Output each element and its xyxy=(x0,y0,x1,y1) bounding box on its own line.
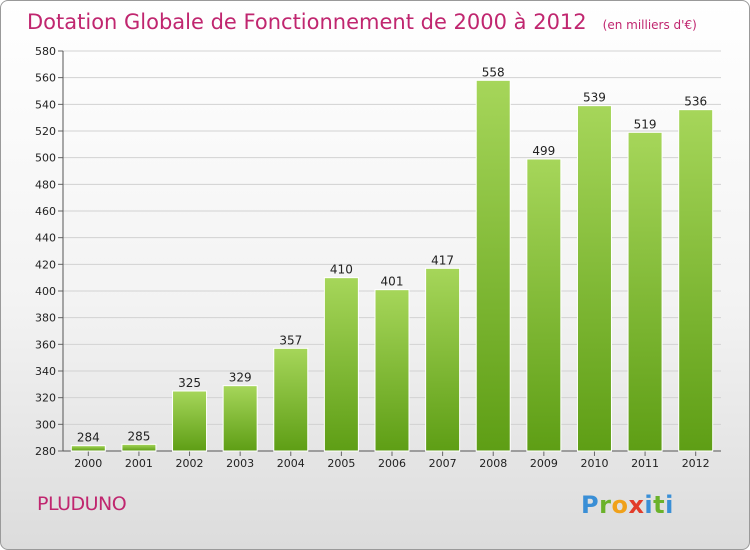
y-tick-label: 360 xyxy=(35,338,56,351)
data-label: 519 xyxy=(634,117,657,131)
chart-title-text: Dotation Globale de Fonctionnement de 20… xyxy=(27,10,587,34)
x-tick-label: 2009 xyxy=(530,457,558,470)
x-tick-label: 2011 xyxy=(631,457,659,470)
data-label: 558 xyxy=(482,65,505,79)
x-tick-label: 2005 xyxy=(327,457,355,470)
data-label: 357 xyxy=(279,333,302,347)
bar xyxy=(425,267,461,452)
y-tick-label: 380 xyxy=(35,312,56,325)
x-tick-label: 2000 xyxy=(74,457,102,470)
bars xyxy=(70,79,714,452)
x-tick-label: 2001 xyxy=(125,457,153,470)
bar xyxy=(475,79,511,452)
y-tick-label: 560 xyxy=(35,72,56,85)
y-tick-label: 460 xyxy=(35,205,56,218)
data-label: 285 xyxy=(127,429,150,443)
bar xyxy=(526,158,562,452)
labels: 280 300 320 340 360 380 400 420 440 460 480 500 520 5… xyxy=(35,45,710,470)
data-label: 539 xyxy=(583,91,606,105)
x-tick-label: 2008 xyxy=(479,457,507,470)
bar xyxy=(627,131,663,452)
x-tick-label: 2010 xyxy=(580,457,608,470)
bar xyxy=(222,385,258,452)
y-tick-label: 440 xyxy=(35,232,56,245)
x-tick-label: 2002 xyxy=(176,457,204,470)
chart-unit: (en milliers d'€) xyxy=(602,18,697,32)
proxiti-logo: Proxiti xyxy=(581,491,674,519)
y-tick-label: 280 xyxy=(35,445,56,458)
y-tick-label: 480 xyxy=(35,178,56,191)
x-tick-label: 2003 xyxy=(226,457,254,470)
bar xyxy=(172,390,208,452)
y-tick-label: 340 xyxy=(35,365,56,378)
data-label: 499 xyxy=(532,144,555,158)
bar xyxy=(576,105,612,452)
bar xyxy=(121,443,157,452)
y-tick-label: 420 xyxy=(35,258,56,271)
x-tick-label: 2006 xyxy=(378,457,406,470)
data-label: 401 xyxy=(381,275,404,289)
y-tick-label: 400 xyxy=(35,285,56,298)
bar xyxy=(374,289,410,452)
bar xyxy=(70,445,106,452)
bar xyxy=(323,277,359,452)
bar xyxy=(273,347,309,452)
x-tick-label: 2007 xyxy=(429,457,457,470)
data-label: 329 xyxy=(229,371,252,385)
data-label: 325 xyxy=(178,376,201,390)
y-tick-label: 540 xyxy=(35,98,56,111)
chart-title: Dotation Globale de Fonctionnement de 20… xyxy=(27,5,697,39)
y-tick-label: 320 xyxy=(35,392,56,405)
y-tick-label: 300 xyxy=(35,418,56,431)
commune-name: PLUDUNO xyxy=(37,493,127,515)
data-label: 410 xyxy=(330,263,353,277)
x-tick-label: 2012 xyxy=(682,457,710,470)
data-label: 284 xyxy=(77,431,100,445)
data-label: 417 xyxy=(431,253,454,267)
data-label: 536 xyxy=(684,95,707,109)
y-tick-label: 580 xyxy=(35,45,56,58)
x-tick-label: 2004 xyxy=(277,457,305,470)
bar xyxy=(678,109,714,452)
y-tick-label: 520 xyxy=(35,125,56,138)
y-tick-label: 500 xyxy=(35,152,56,165)
